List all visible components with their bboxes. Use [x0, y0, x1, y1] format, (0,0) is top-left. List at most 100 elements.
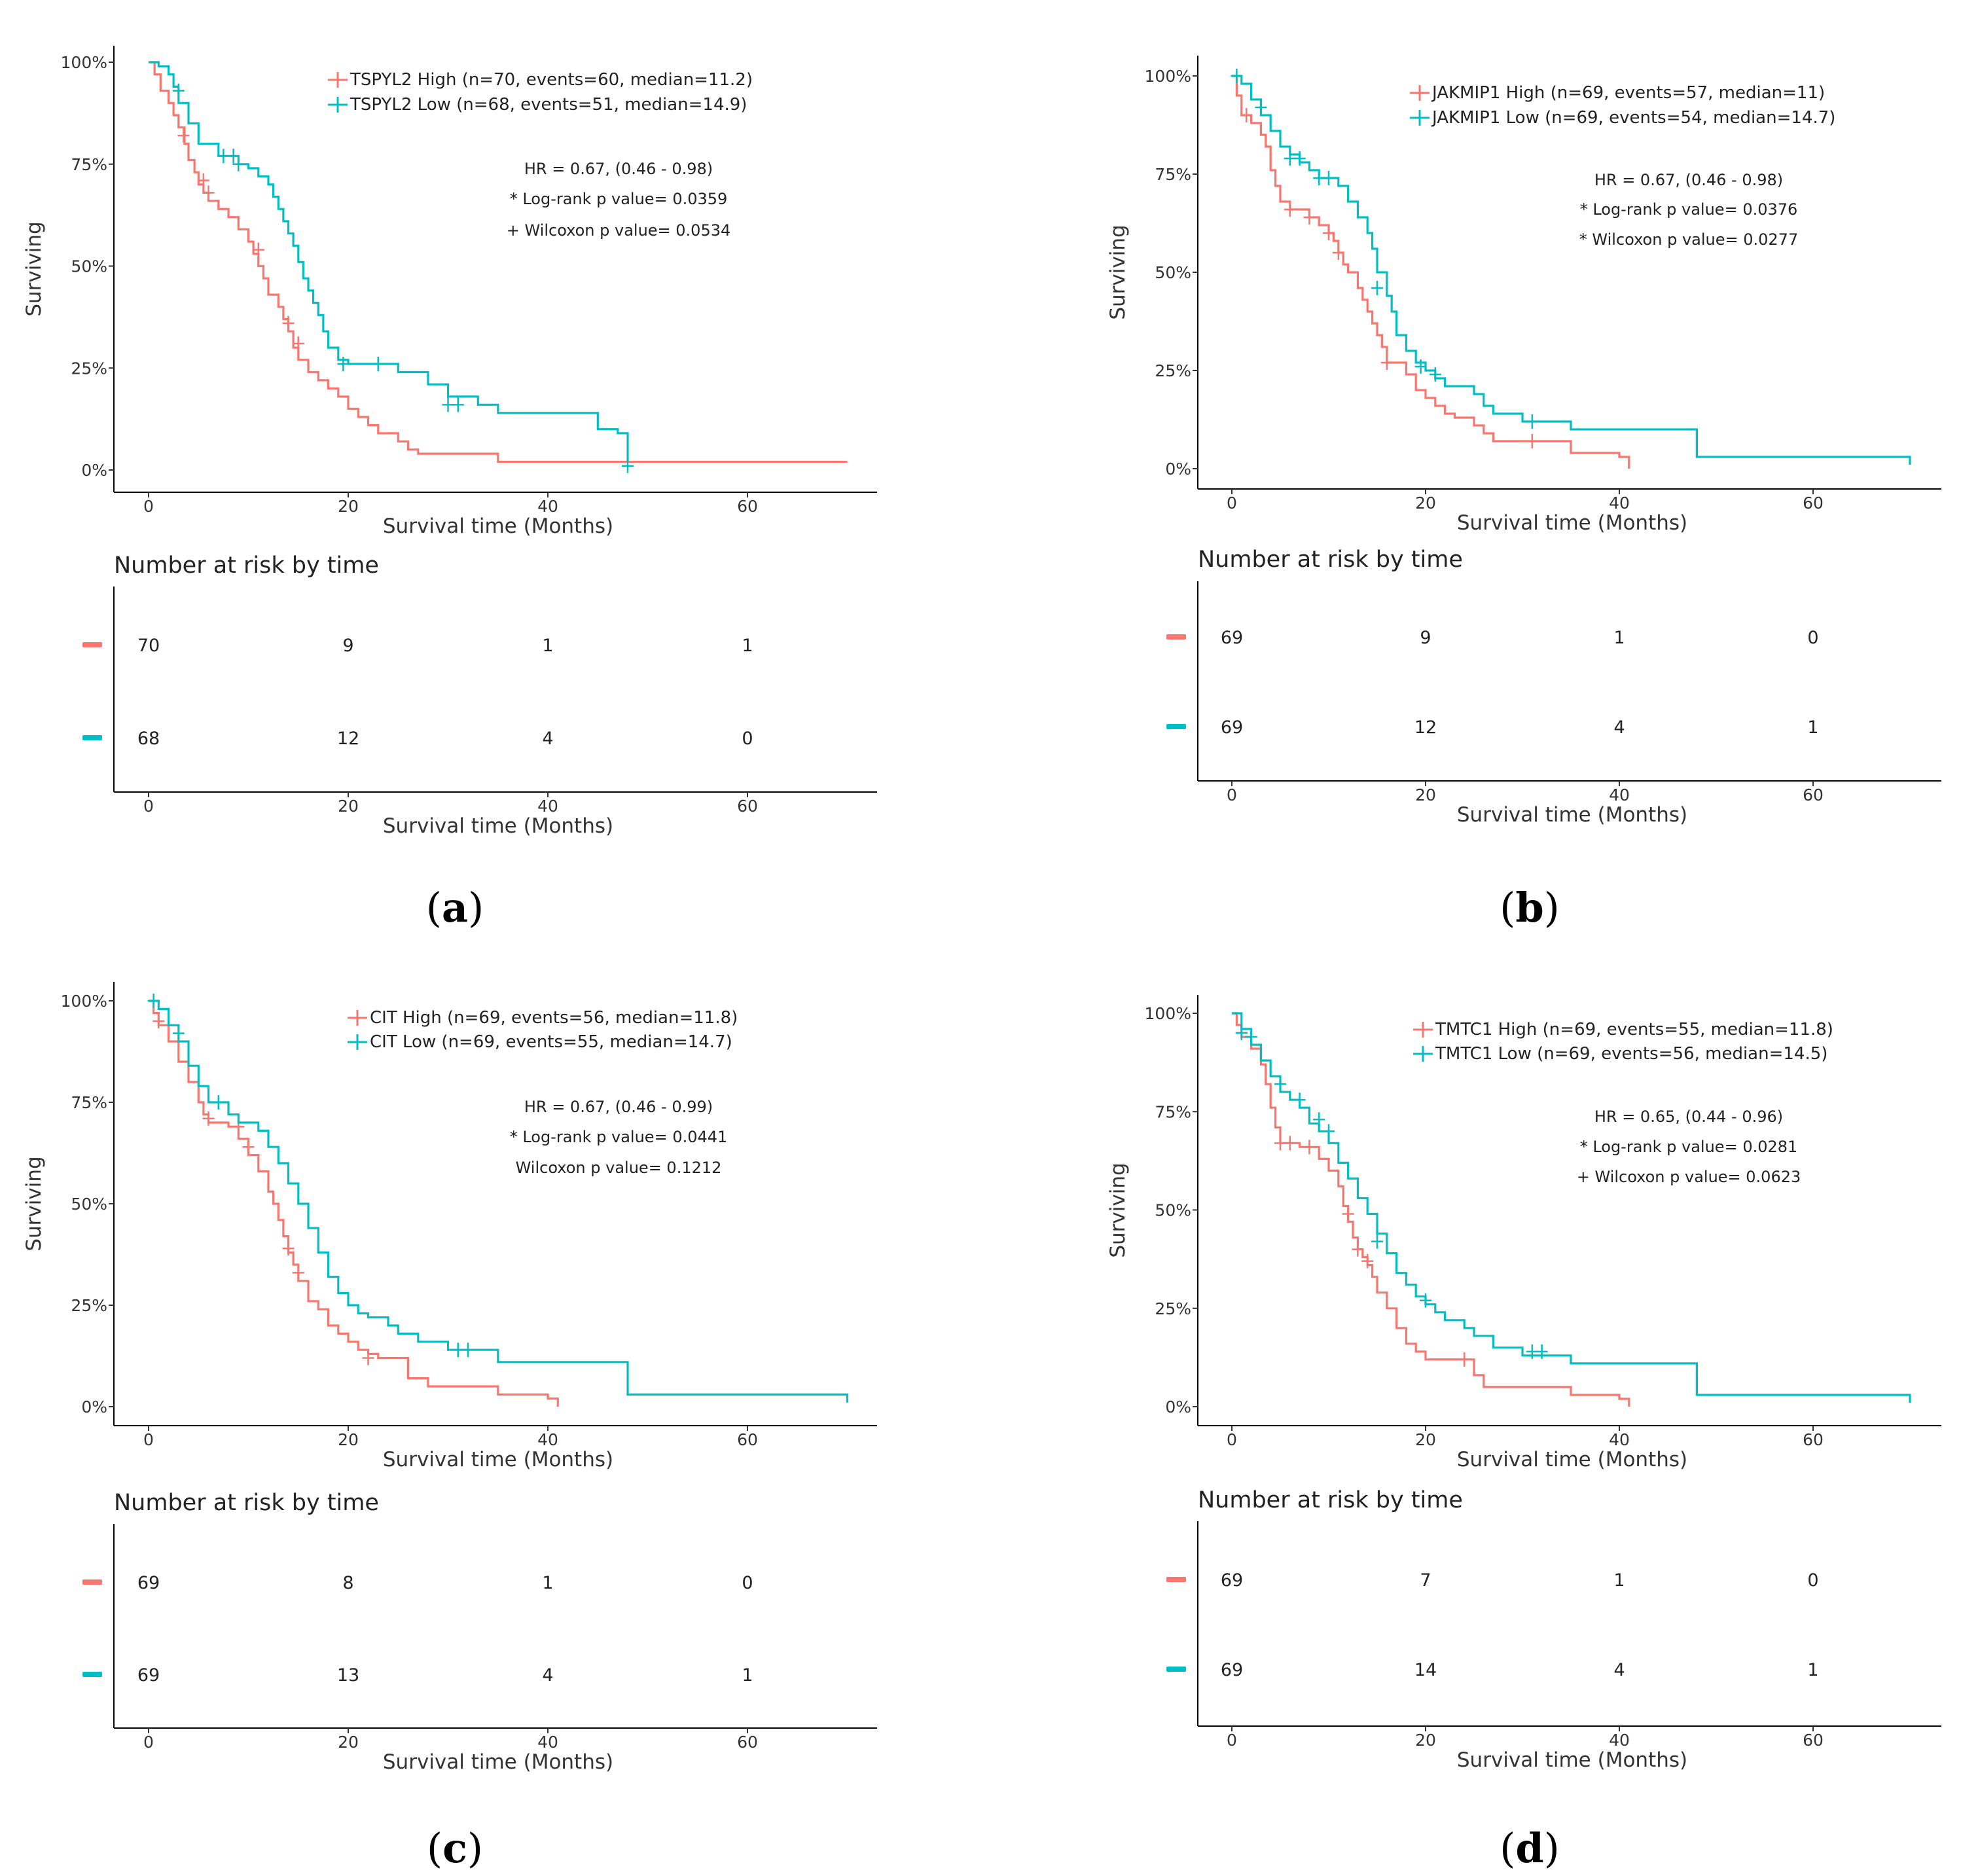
risk-count-high: 69 [1221, 628, 1243, 648]
y-tick-label: 75% [71, 1093, 107, 1112]
risk-count-low: 1 [1807, 717, 1818, 738]
x-axis-title: Survival time (Months) [383, 1448, 613, 1471]
censor-mark [1352, 1242, 1364, 1257]
risk-table: Number at risk by time696907142014400160… [1166, 1487, 1941, 1772]
risk-x-axis-title: Survival time (Months) [383, 1750, 613, 1774]
risk-x-tick-label: 60 [1803, 1731, 1824, 1750]
y-tick-label: 50% [71, 257, 107, 276]
survival-curve-high [1232, 75, 1630, 469]
risk-table: Number at risk by time 69 69 0 8 13 20 1 4 40 0 1 60… [82, 1490, 877, 1774]
panel-label: (d) [1500, 1824, 1560, 1872]
stat-line: * Wilcoxon p value= 0.0277 [1579, 230, 1798, 249]
legend-key-high [328, 72, 348, 88]
risk-count-low: 69 [1221, 717, 1243, 738]
censor-mark [292, 336, 304, 351]
x-tick-label: 0 [1227, 494, 1237, 513]
risk-count-high: 0 [742, 1573, 753, 1593]
risk-count-high: 8 [342, 1573, 353, 1593]
legend-entry-low: TMTC1 Low (n=69, events=56, median=14.5) [1435, 1044, 1827, 1064]
risk-x-tick-label: 40 [1609, 785, 1630, 804]
risk-count-low: 69 [137, 1665, 160, 1686]
legend-key-high [1413, 1022, 1433, 1037]
legend-key-high [1410, 85, 1430, 101]
x-tick-label: 20 [1415, 1430, 1436, 1449]
risk-count-low: 4 [1613, 1660, 1625, 1680]
censor-mark [1293, 1092, 1306, 1108]
legend-key-low [1413, 1046, 1433, 1062]
risk-count-high: 1 [542, 636, 553, 656]
stat-line: HR = 0.67, (0.46 - 0.98) [524, 160, 713, 178]
risk-count-high: 0 [1807, 628, 1818, 648]
censor-mark [452, 1343, 464, 1358]
censor-mark [282, 1241, 295, 1256]
survival-curve-low [149, 1000, 849, 1403]
y-tick-label: 100% [1145, 1004, 1191, 1023]
censor-mark [442, 397, 454, 412]
risk-count-high: 1 [1613, 628, 1625, 648]
risk-x-tick-label: 40 [537, 797, 558, 816]
risk-row-key-high [1166, 634, 1186, 640]
risk-x-tick-label: 20 [1415, 785, 1436, 804]
censor-mark [202, 185, 215, 200]
censor-mark [1274, 1077, 1286, 1092]
risk-table-title: Number at risk by time [114, 1490, 379, 1516]
panel-label: (c) [427, 1824, 483, 1872]
y-tick-label: 100% [61, 53, 107, 72]
x-tick-label: 0 [143, 1430, 154, 1449]
x-tick-label: 60 [737, 1430, 758, 1449]
y-tick-label: 0% [81, 461, 107, 480]
censor-mark [1323, 226, 1335, 240]
censor-mark [1255, 100, 1267, 115]
x-tick-label: 0 [1227, 1430, 1237, 1449]
risk-row-key-low [82, 1672, 102, 1677]
censor-mark [1284, 202, 1296, 217]
y-tick-label: 50% [1155, 1201, 1191, 1220]
x-axis-title: Survival time (Months) [1457, 1448, 1687, 1471]
legend-entry-low: JAKMIP1 Low (n=69, events=54, median=14.… [1431, 108, 1835, 128]
risk-row-key-low [1166, 724, 1186, 729]
censor-mark [1323, 171, 1335, 185]
risk-table-title: Number at risk by time [1198, 547, 1463, 573]
risk-count-low: 4 [1613, 717, 1625, 738]
censor-mark [292, 1265, 304, 1280]
risk-x-tick-label: 20 [338, 1733, 359, 1752]
censor-mark [1235, 1026, 1248, 1041]
risk-row-key-low [82, 735, 102, 740]
y-axis-title: Surviving [1106, 225, 1130, 319]
censor-mark [242, 1140, 255, 1155]
stat-line: HR = 0.65, (0.44 - 0.96) [1594, 1108, 1783, 1126]
risk-x-tick-label: 60 [737, 1733, 758, 1752]
censor-mark [1323, 1124, 1335, 1139]
survival-curve-low [1232, 75, 1911, 465]
censor-mark [217, 149, 230, 164]
stat-line: * Log-rank p value= 0.0376 [1580, 200, 1798, 219]
panel-label: (a) [426, 884, 484, 931]
legend-key-low [328, 97, 348, 113]
censor-mark [1429, 367, 1441, 382]
censor-mark [153, 1014, 165, 1028]
risk-row-key-high [82, 642, 102, 647]
censor-mark [1303, 210, 1316, 225]
censor-mark [1231, 69, 1243, 83]
censor-mark [1245, 1030, 1257, 1045]
risk-count-high: 1 [742, 636, 753, 656]
km-panel-a: 0%25%50%75%100%0 20 40 60SurvivingSurvival … [22, 46, 877, 931]
x-axis-title: Survival time (Months) [1457, 511, 1687, 535]
risk-count-high: 7 [1420, 1570, 1431, 1591]
censor-mark [1284, 1136, 1296, 1151]
risk-x-tick-label: 40 [537, 1733, 558, 1752]
censor-mark [1303, 1140, 1316, 1155]
panel-label: (b) [1500, 884, 1560, 931]
censor-mark [1313, 1112, 1325, 1127]
risk-row-key-low [1166, 1667, 1186, 1672]
legend-entry-low: TSPYL2 Low (n=68, events=51, median=14.9… [350, 95, 747, 115]
survival-curve-high [149, 61, 848, 463]
y-tick-label: 25% [1155, 361, 1191, 380]
risk-x-tick-label: 40 [1609, 1731, 1630, 1750]
x-tick-label: 40 [537, 497, 558, 516]
risk-count-high: 0 [1807, 1570, 1818, 1591]
survival-curve-low [1232, 1012, 1911, 1403]
legend-entry-high: JAKMIP1 High (n=69, events=57, median=11… [1431, 83, 1825, 103]
risk-table: Number at risk by time 69 69 0 9 12 20 1 4 40 0 1 60… [1166, 547, 1941, 827]
censor-mark [1293, 151, 1306, 166]
